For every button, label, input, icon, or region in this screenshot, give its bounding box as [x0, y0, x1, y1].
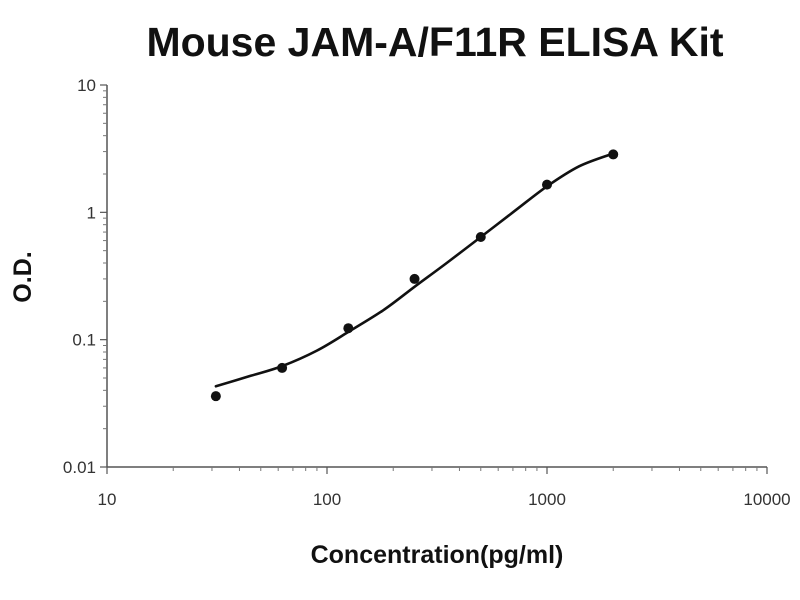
y-axis-label: O.D.: [9, 251, 37, 302]
fit-curve-line: [214, 152, 615, 388]
fit-curve-group: [214, 152, 615, 388]
data-point: [608, 149, 619, 160]
y-axis: 0.01 0.1 1 10: [63, 76, 108, 477]
y-tick-label: 0.1: [72, 331, 96, 350]
x-tick-label: 1000: [528, 490, 566, 509]
data-point: [210, 391, 221, 402]
data-point: [542, 179, 552, 190]
data-point: [277, 362, 288, 373]
data-point: [343, 323, 354, 334]
data-point: [409, 273, 420, 284]
x-axis-label: Concentration(pg/ml): [311, 541, 564, 569]
data-points: [210, 149, 619, 402]
x-tick-label: 10000: [743, 490, 790, 509]
x-tick-label: 100: [313, 490, 341, 509]
data-point: [475, 232, 486, 243]
x-axis: 10 100 1000 10000: [98, 466, 791, 509]
y-tick-label: 10: [77, 76, 96, 95]
y-tick-label: 1: [87, 203, 96, 222]
chart-title: Mouse JAM-A/F11R ELISA Kit: [146, 19, 723, 65]
y-tick-label: 0.01: [63, 458, 96, 477]
x-tick-label: 10: [98, 490, 117, 509]
